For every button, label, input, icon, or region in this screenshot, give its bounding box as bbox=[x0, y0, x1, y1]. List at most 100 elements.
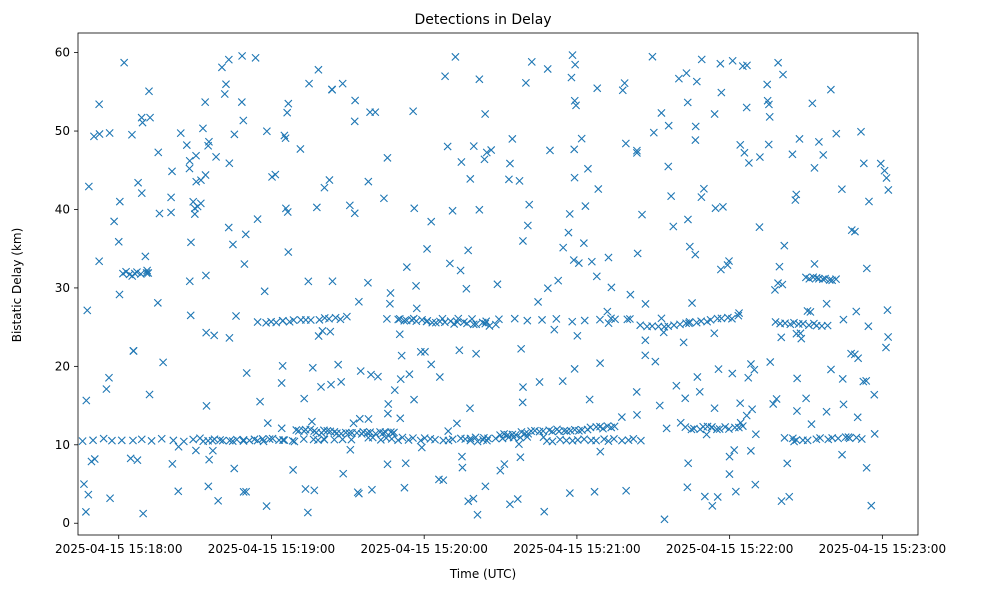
data-point bbox=[814, 137, 823, 146]
data-point bbox=[736, 418, 745, 427]
data-point bbox=[385, 299, 394, 308]
data-point bbox=[400, 483, 409, 492]
data-point bbox=[755, 153, 764, 162]
data-point bbox=[623, 315, 632, 324]
data-point bbox=[230, 130, 239, 139]
data-point bbox=[629, 434, 638, 443]
data-point bbox=[196, 176, 205, 185]
data-point bbox=[352, 428, 361, 437]
data-point bbox=[804, 321, 813, 330]
data-point bbox=[405, 370, 414, 379]
data-point bbox=[141, 252, 150, 261]
data-point bbox=[262, 502, 271, 511]
data-point bbox=[742, 103, 751, 112]
data-point bbox=[721, 423, 730, 431]
data-point bbox=[798, 319, 807, 328]
data-point bbox=[718, 202, 727, 211]
data-point bbox=[472, 349, 481, 358]
y-tick-label: 0 bbox=[62, 516, 70, 530]
data-point bbox=[190, 210, 199, 219]
data-point bbox=[87, 457, 96, 466]
data-point bbox=[491, 434, 500, 443]
data-point bbox=[545, 146, 554, 155]
data-point bbox=[832, 129, 841, 138]
data-point bbox=[137, 435, 146, 444]
data-point bbox=[622, 486, 631, 495]
data-point bbox=[624, 436, 633, 445]
data-point bbox=[90, 455, 99, 464]
data-point bbox=[870, 429, 879, 438]
data-point bbox=[320, 183, 329, 192]
data-point bbox=[692, 77, 701, 86]
data-point bbox=[204, 137, 213, 146]
data-point bbox=[676, 418, 685, 427]
data-point bbox=[478, 318, 487, 327]
data-point bbox=[191, 446, 200, 455]
data-point bbox=[354, 297, 363, 306]
data-point bbox=[277, 424, 286, 433]
data-point bbox=[221, 80, 230, 89]
data-point bbox=[500, 460, 509, 469]
data-point bbox=[574, 259, 583, 268]
data-point bbox=[699, 184, 708, 193]
data-point bbox=[212, 152, 221, 161]
data-point bbox=[364, 177, 373, 186]
y-tick-label: 60 bbox=[55, 46, 70, 60]
data-point bbox=[296, 144, 305, 153]
data-point bbox=[862, 463, 871, 472]
data-point bbox=[518, 398, 527, 407]
data-point bbox=[487, 146, 496, 155]
data-point bbox=[398, 433, 407, 442]
data-point bbox=[469, 320, 478, 329]
data-point bbox=[232, 435, 241, 444]
data-point bbox=[521, 78, 530, 87]
data-point bbox=[307, 417, 316, 426]
data-point bbox=[371, 429, 380, 438]
data-point bbox=[117, 436, 126, 445]
data-point bbox=[717, 88, 726, 97]
data-point bbox=[330, 435, 339, 444]
data-point bbox=[312, 203, 321, 212]
data-point bbox=[475, 205, 484, 214]
data-point bbox=[785, 492, 794, 501]
data-point bbox=[327, 380, 336, 389]
data-point bbox=[473, 510, 482, 519]
data-point bbox=[396, 375, 405, 384]
data-point bbox=[259, 437, 268, 446]
data-point bbox=[882, 343, 890, 352]
data-point bbox=[471, 433, 480, 442]
data-point bbox=[697, 55, 706, 64]
data-point bbox=[880, 166, 889, 175]
data-point bbox=[443, 142, 452, 151]
data-point bbox=[225, 436, 234, 445]
data-point bbox=[792, 190, 801, 199]
data-point bbox=[882, 173, 891, 182]
data-point bbox=[603, 307, 612, 316]
data-point bbox=[238, 51, 247, 60]
data-point bbox=[565, 489, 574, 498]
data-point bbox=[539, 433, 548, 442]
data-point bbox=[717, 314, 726, 323]
data-point bbox=[775, 262, 784, 271]
data-point bbox=[672, 381, 681, 390]
data-point bbox=[382, 314, 391, 323]
data-point bbox=[691, 250, 700, 259]
data-point bbox=[514, 440, 523, 449]
data-point bbox=[876, 159, 885, 168]
data-point bbox=[456, 266, 465, 275]
data-point bbox=[347, 435, 356, 444]
data-point bbox=[153, 298, 162, 307]
data-point bbox=[455, 346, 464, 355]
data-point bbox=[664, 121, 673, 130]
data-point bbox=[176, 129, 185, 138]
data-point bbox=[570, 173, 579, 182]
data-point bbox=[345, 429, 354, 438]
data-point bbox=[725, 470, 734, 479]
data-point bbox=[857, 435, 866, 444]
data-point bbox=[883, 306, 892, 315]
data-point bbox=[242, 369, 251, 377]
data-point bbox=[310, 486, 319, 495]
data-point bbox=[766, 358, 775, 367]
data-point bbox=[548, 427, 557, 436]
data-point bbox=[336, 315, 345, 324]
